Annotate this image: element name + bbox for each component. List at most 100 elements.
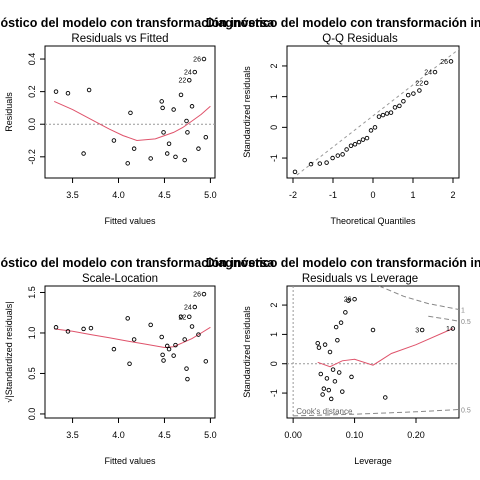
panel-main-title: Diagnóstico del modelo con transformació…	[206, 256, 480, 270]
panel-subtitle: Q-Q Residuals	[322, 33, 398, 45]
data-point	[338, 320, 344, 325]
plot-area	[53, 291, 211, 382]
x-tick-label: 0.20	[407, 430, 425, 440]
data-point	[380, 112, 386, 118]
x-tick-label: 2	[450, 190, 455, 200]
data-point	[327, 349, 333, 355]
data-point	[161, 130, 166, 135]
data-point	[164, 343, 170, 349]
panel-main-title: Diagnóstico del modelo con transformació…	[206, 16, 480, 30]
y-tick-label: 0.5	[27, 367, 37, 380]
plot-frame	[44, 285, 216, 419]
panel-main-title: Diagnóstico del modelo con transformació…	[0, 256, 275, 270]
cooks-contour-level: 1	[461, 307, 465, 314]
data-point	[178, 314, 184, 320]
point-label: 3	[415, 328, 419, 335]
x-tick-label: 5.0	[204, 190, 217, 200]
y-tick-label: 1	[269, 332, 279, 337]
data-point	[164, 151, 170, 156]
data-point	[196, 146, 201, 151]
data-point	[340, 152, 345, 157]
point-label: 24	[184, 70, 192, 77]
data-point	[411, 91, 416, 96]
data-point	[185, 130, 190, 135]
data-point	[419, 327, 425, 333]
data-point	[160, 352, 165, 358]
x-tick-label: 3.5	[66, 430, 79, 440]
data-point	[333, 324, 339, 330]
data-point	[318, 371, 324, 377]
plot-frame	[286, 45, 460, 179]
point-label: 26	[193, 292, 201, 299]
y-tick-label: 2	[269, 303, 279, 308]
data-point	[159, 99, 164, 104]
data-point	[344, 147, 349, 152]
x-tick-label: 0	[370, 190, 375, 200]
data-point	[128, 110, 133, 116]
x-tick-label: -1	[329, 190, 337, 200]
y-tick-label: -1	[269, 389, 279, 397]
y-tick-label: 0.0	[27, 408, 37, 421]
cooks-distance-contour	[428, 315, 459, 322]
data-point	[189, 104, 195, 109]
panel-4: Diagnóstico del modelo con transformació…	[206, 256, 480, 466]
data-point	[349, 374, 354, 380]
y-axis-title: √|Standardized residuals|	[4, 301, 14, 402]
cooks-contour-level: 0.5	[461, 407, 471, 414]
y-tick-label: -1	[269, 154, 279, 162]
data-point	[450, 326, 456, 331]
data-point	[127, 361, 132, 366]
x-tick-label: 3.5	[66, 190, 79, 200]
data-point	[317, 161, 323, 166]
data-point	[196, 332, 201, 337]
x-tick-label: -2	[289, 190, 297, 200]
data-point	[348, 143, 354, 149]
qq-reference-line	[296, 48, 459, 176]
point-label: 24	[184, 305, 192, 312]
data-point	[203, 359, 209, 364]
point-label: 1	[446, 326, 450, 333]
data-point	[321, 386, 327, 391]
data-point	[166, 346, 172, 352]
data-point	[148, 156, 153, 161]
point-label: 26	[344, 297, 352, 304]
data-point	[320, 392, 325, 397]
plot-area	[292, 48, 459, 176]
plot-frame	[286, 285, 460, 419]
data-point	[187, 314, 192, 320]
data-point	[326, 387, 332, 393]
data-point	[201, 291, 207, 297]
x-tick-label: 4.0	[112, 430, 125, 440]
data-point	[184, 366, 189, 371]
point-label: 22	[178, 314, 186, 321]
data-point	[125, 161, 130, 166]
data-point	[352, 141, 358, 147]
data-point	[405, 92, 411, 98]
data-point	[192, 304, 198, 310]
data-point	[388, 110, 394, 115]
data-point	[53, 325, 59, 330]
data-point	[182, 157, 187, 163]
data-point	[324, 376, 330, 381]
y-tick-label: 0.4	[27, 53, 37, 66]
x-axis-title: Fitted values	[104, 456, 156, 466]
data-point	[423, 80, 429, 86]
data-point	[335, 338, 340, 343]
panel-subtitle: Scale-Location	[82, 273, 158, 285]
y-tick-label: 0	[269, 125, 279, 130]
data-point	[166, 141, 172, 147]
y-tick-label: 2	[269, 63, 279, 68]
data-point	[328, 396, 334, 402]
point-label: 26	[440, 59, 448, 66]
data-point	[352, 296, 357, 302]
x-tick-label: 1	[410, 190, 415, 200]
plot-area: Cook's distance	[287, 286, 459, 418]
y-tick-label: 1.0	[27, 327, 37, 340]
data-point	[401, 99, 406, 104]
point-label: 26	[193, 57, 201, 64]
data-point	[81, 151, 86, 156]
data-point	[173, 154, 178, 160]
data-point	[330, 367, 336, 372]
data-point	[448, 59, 454, 64]
